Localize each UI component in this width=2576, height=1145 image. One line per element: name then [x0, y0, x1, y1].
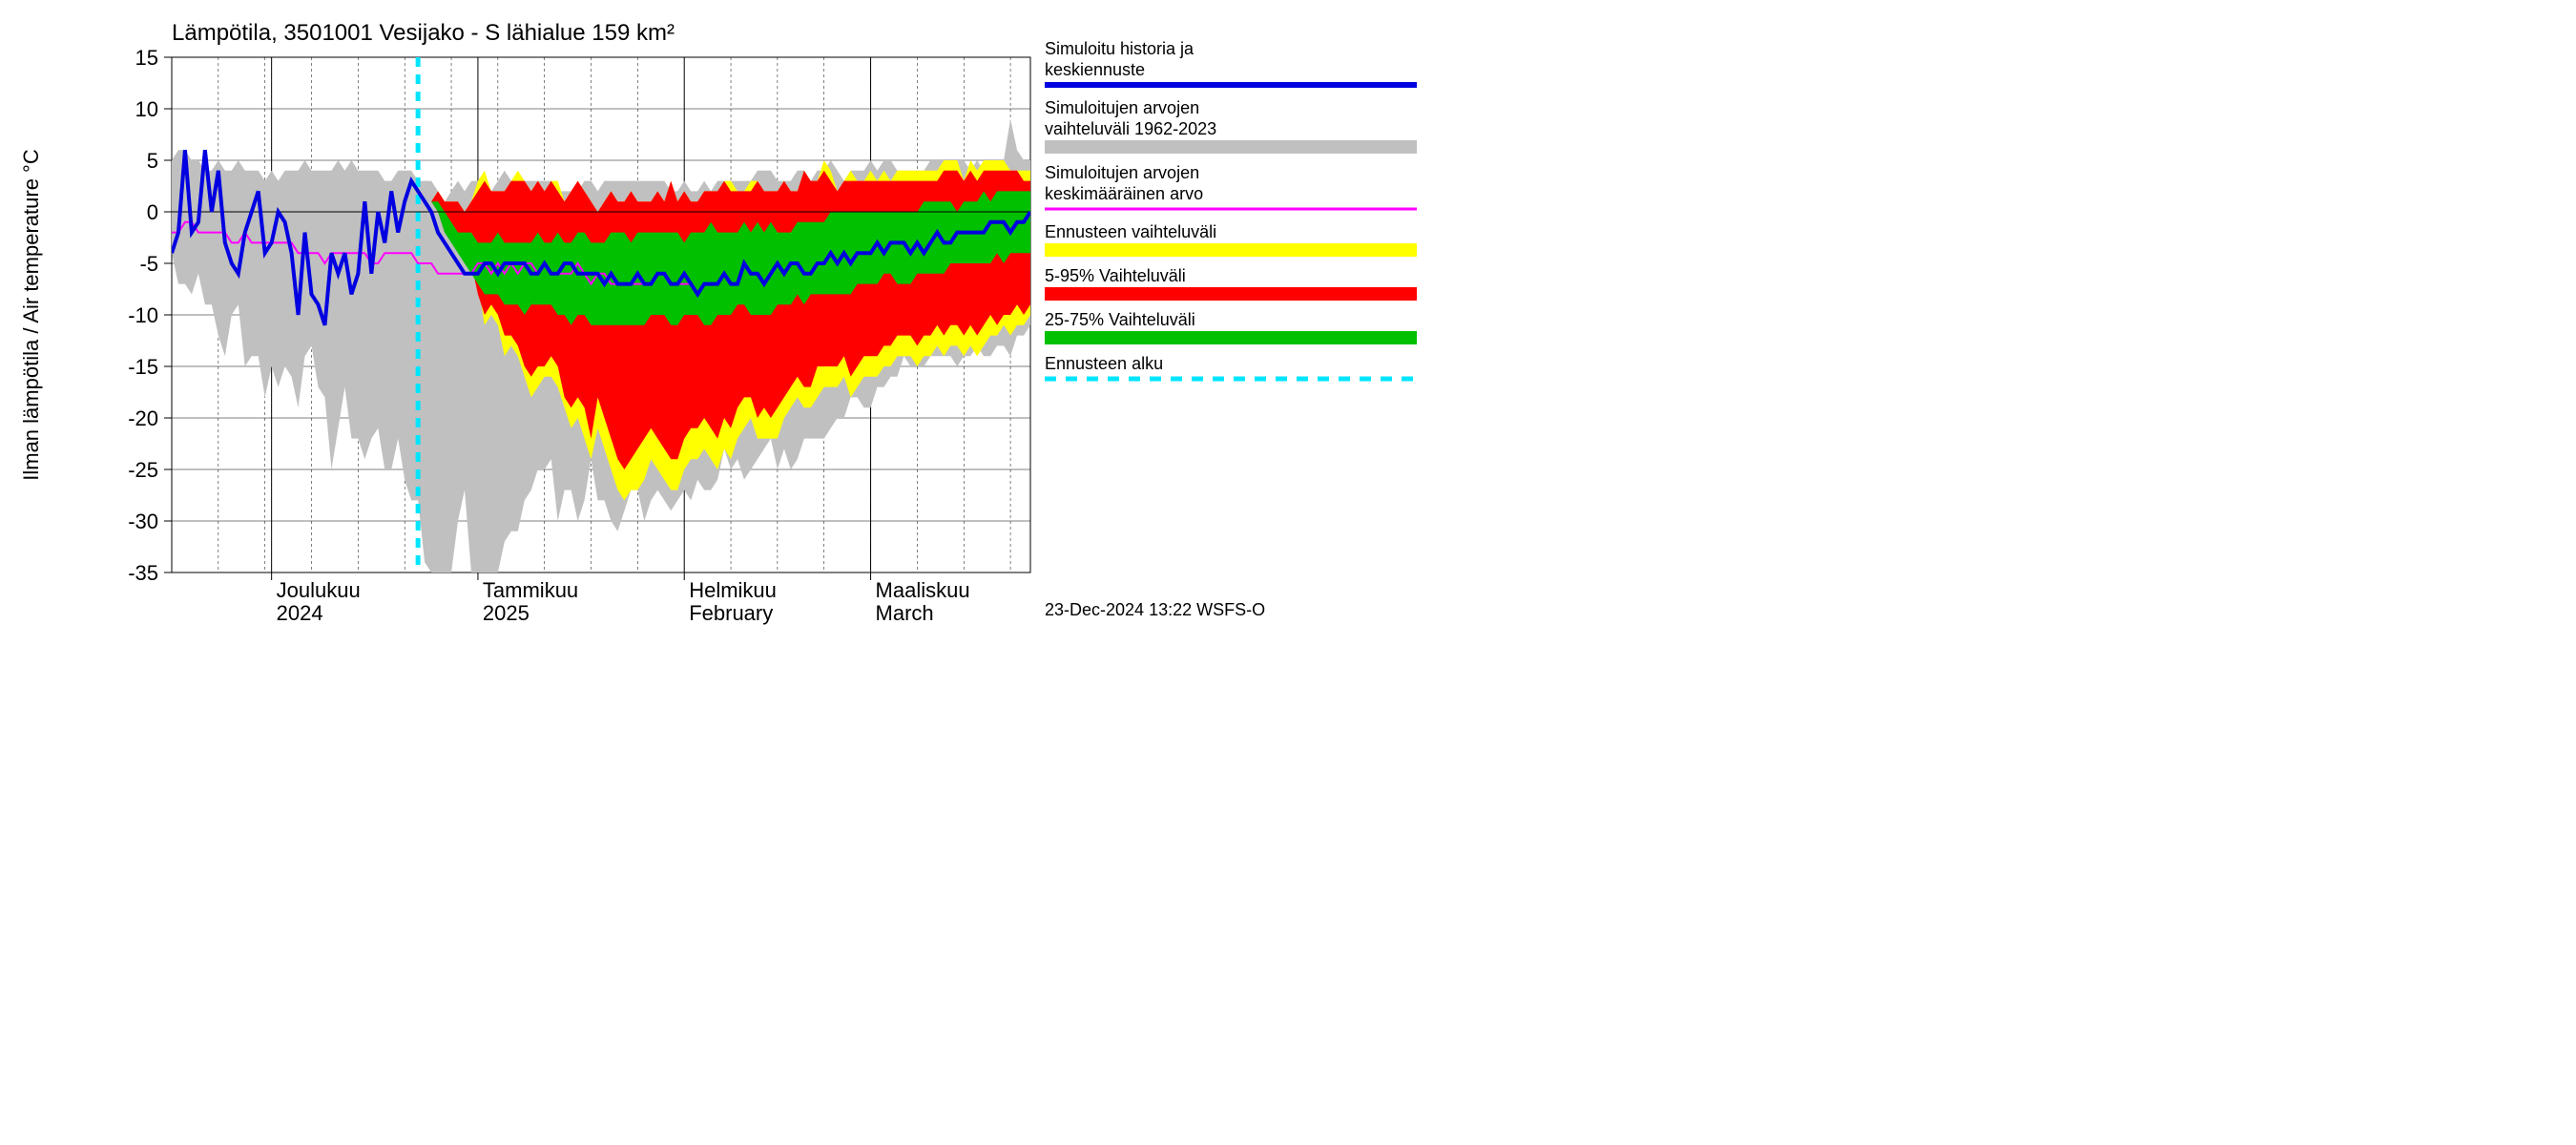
legend-swatch: [1045, 243, 1417, 257]
xtick-label-bottom: 2024: [277, 601, 323, 625]
ytick-label: -35: [128, 561, 158, 585]
chart-container: -35 -30 -25 -20 -15 -10 -5 0 5 10 15 Joulukuu2024 Ta…: [0, 0, 1431, 649]
xtick-label-bottom: March: [876, 601, 934, 625]
legend-label: Simuloitu historia ja: [1045, 39, 1195, 58]
legend-label: keskiennuste: [1045, 60, 1145, 79]
ytick-label: 5: [147, 149, 158, 173]
xtick-label-top: Maaliskuu: [876, 578, 970, 602]
xtick-label-top: Joulukuu: [277, 578, 361, 602]
legend-label: vaihteluväli 1962-2023: [1045, 119, 1216, 138]
legend-swatch: [1045, 331, 1417, 344]
legend-label: Simuloitujen arvojen: [1045, 163, 1199, 182]
ytick-label: 0: [147, 200, 158, 224]
legend-swatch: [1045, 287, 1417, 301]
xtick-label-bottom: 2025: [483, 601, 530, 625]
legend-label: 25-75% Vaihteluväli: [1045, 310, 1195, 329]
y-axis-label: Ilman lämpötila / Air temperature °C: [19, 149, 43, 481]
ytick-label: 15: [135, 46, 158, 70]
legend-swatch: [1045, 140, 1417, 154]
xtick-label-bottom: February: [689, 601, 773, 625]
legend-label: Ennusteen alku: [1045, 354, 1163, 373]
legend-label: keskimääräinen arvo: [1045, 184, 1203, 203]
ytick-label: -15: [128, 355, 158, 379]
chart-title: Lämpötila, 3501001 Vesijako - S lähialue…: [172, 20, 675, 46]
ytick-label: -30: [128, 510, 158, 533]
xtick-label-top: Helmikuu: [689, 578, 777, 602]
ytick-label: -5: [139, 252, 158, 276]
footer-text: 23-Dec-2024 13:22 WSFS-O: [1045, 600, 1265, 619]
ytick-label: -25: [128, 458, 158, 482]
ytick-label: -10: [128, 303, 158, 327]
xtick-label-top: Tammikuu: [483, 578, 578, 602]
legend-label: Ennusteen vaihteluväli: [1045, 222, 1216, 241]
legend-label: Simuloitujen arvojen: [1045, 98, 1199, 117]
chart-svg: -35 -30 -25 -20 -15 -10 -5 0 5 10 15 Joulukuu2024 Ta…: [0, 0, 1431, 649]
ytick-label: 10: [135, 97, 158, 121]
ytick-label: -20: [128, 406, 158, 430]
legend-label: 5-95% Vaihteluväli: [1045, 266, 1186, 285]
